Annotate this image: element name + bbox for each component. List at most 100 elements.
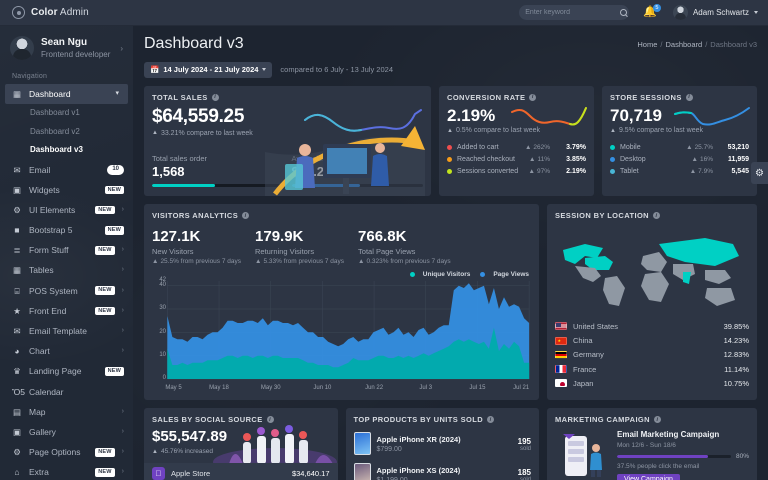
sidebar-item-label: UI Elements [29, 204, 76, 215]
arrow-up-icon: ▲ [528, 167, 535, 175]
card-title-text: TOTAL SALES [152, 92, 208, 102]
social-delta: ▲ 45.76% increased [144, 446, 338, 455]
legend-dot [447, 144, 452, 150]
chevron-right-icon: › [121, 407, 124, 415]
product-thumbnail [353, 463, 371, 480]
arrow-up-icon: ▲ [691, 155, 698, 163]
sidebar-item-tables[interactable]: ▦ Tables › [0, 260, 133, 280]
sidebar-subitem-dashboard-v1[interactable]: Dashboard v1 [30, 108, 80, 118]
sidebar-item-map[interactable]: ▤ Map › [0, 402, 133, 422]
sessions-sparkline [674, 106, 750, 126]
chevron-right-icon: › [121, 246, 124, 254]
page-options-icon: ⚙ [13, 447, 21, 458]
sidebar-item-chart[interactable]: ◕ Chart › [0, 341, 133, 361]
info-icon[interactable]: i [653, 212, 661, 220]
sidebar-item-gallery[interactable]: ▣ Gallery › [0, 422, 133, 442]
info-icon[interactable]: i [487, 416, 495, 424]
user-menu[interactable]: Adam Schwartz [672, 5, 758, 20]
location-value: 39.85% [723, 321, 749, 331]
total-sales-avg-value: $41.2 [291, 163, 325, 179]
sidebar-item-pos-system[interactable]: ⌸ POS System NEW › [0, 281, 133, 301]
sidebar-item-label: Email Template [29, 326, 87, 337]
search-icon[interactable] [620, 9, 628, 16]
sidebar-item-label: Page Options [29, 447, 81, 458]
sidebar-item-label: Map [29, 406, 46, 417]
y-tick-label: 42 [159, 277, 166, 284]
sidebar-item-email-template[interactable]: ✉ Email Template › [0, 321, 133, 341]
product-row[interactable]: Apple iPhone XS (2024)$1,199.00 185sold [346, 459, 540, 480]
arrow-up-icon: ▲ [152, 130, 158, 137]
notification-bell[interactable]: 🔔 5 [643, 4, 661, 18]
sidebar-subitem-dashboard-v2[interactable]: Dashboard v2 [30, 126, 80, 136]
sidebar-item-email[interactable]: ✉ Email 10 [0, 160, 133, 180]
conversion-row: Reached checkout ▲ 11% 3.85% [447, 153, 586, 165]
sidebar-item-bootstrap-5[interactable]: ■ Bootstrap 5 NEW [0, 220, 133, 240]
sidebar-item-label: Dashboard [29, 89, 71, 100]
view-campaign-button[interactable]: View Campaign [617, 473, 680, 480]
legend-page-views[interactable]: Page Views [480, 271, 529, 278]
sidebar-nav-list: ▦ Dashboard ▾ Dashboard v1 Dashboard v2 Dashb… [0, 84, 133, 480]
x-tick-label: May 18 [209, 385, 229, 392]
theme-panel-toggle[interactable]: ⚙ [751, 162, 768, 184]
sidebar-profile[interactable]: Sean Ngu Frontend developer › [0, 26, 133, 68]
legend-dot [447, 156, 452, 162]
sidebar-item-dashboard[interactable]: ▦ Dashboard ▾ [5, 84, 128, 105]
sidebar-item-front-end[interactable]: ★ Front End NEW › [0, 301, 133, 321]
x-tick-label: Jul 21 [513, 385, 530, 392]
chevron-right-icon: › [121, 347, 124, 355]
legend-dot [447, 168, 452, 174]
arrow-up-icon: ▲ [152, 258, 159, 266]
nav-section-label: Navigation [12, 73, 48, 81]
info-icon[interactable]: i [266, 416, 274, 424]
legend-label: Unique Visitors [422, 271, 471, 279]
card-title-conversion: CONVERSION RATE i [439, 86, 594, 106]
total-sales-order-label: Total sales order [152, 153, 208, 163]
info-icon[interactable]: i [242, 212, 250, 220]
search-box[interactable] [519, 5, 630, 20]
legend-unique-visitors[interactable]: Unique Visitors [409, 271, 471, 279]
info-icon[interactable]: i [653, 416, 661, 424]
location-value: 14.23% [723, 336, 749, 346]
world-map[interactable] [555, 226, 749, 316]
chevron-right-icon: › [121, 205, 124, 213]
stats-row-3: SALES BY SOCIAL SOURCE i [144, 408, 757, 480]
info-icon[interactable]: i [211, 93, 219, 101]
chevron-right-icon: › [121, 326, 124, 334]
sidebar-item-ui-elements[interactable]: ⚙ UI Elements NEW › [0, 200, 133, 220]
legend-dot [610, 156, 615, 162]
new-badge: NEW [104, 367, 124, 376]
brand-logo-area[interactable]: Color Admin [0, 6, 133, 19]
sidebar-item-calendar[interactable]: Ὄ5 Calendar [0, 382, 133, 402]
breadcrumb-home[interactable]: Home [637, 40, 658, 49]
card-title-text: SALES BY SOCIAL SOURCE [152, 415, 263, 425]
legend-percent: ▲ 262% [524, 143, 550, 151]
sidebar-item-extra[interactable]: ⌂ Extra NEW › [0, 462, 133, 480]
sidebar-item-page-options[interactable]: ⚙ Page Options NEW › [0, 442, 133, 462]
card-title-campaign: MARKETING CAMPAIGN i [547, 408, 757, 428]
date-range-picker[interactable]: 📅 14 July 2024 - 21 July 2024 [144, 61, 273, 78]
chevron-down-icon [262, 68, 267, 72]
search-input[interactable] [525, 9, 617, 16]
sidebar-item-landing-page[interactable]: ♛ Landing Page NEW [0, 361, 133, 381]
product-price: $1,199.00 [377, 476, 512, 480]
product-row[interactable]: Apple iPhone XR (2024) $799.00 195 sold [346, 428, 540, 459]
card-title-text: MARKETING CAMPAIGN [555, 415, 650, 425]
social-source-item[interactable]:  Apple Store $34,640.17 [144, 463, 338, 480]
arrow-up-icon: ▲ [524, 143, 532, 151]
sidebar-item-form-stuff[interactable]: ≣ Form Stuff NEW › [0, 240, 133, 260]
sidebar-item-widgets[interactable]: ▣ Widgets NEW [0, 180, 133, 200]
sidebar-item-label: Widgets [29, 184, 60, 195]
sessions-legend-list: Mobile ▲ 25.7% 53,210 Desktop ▲ 16% 11,959 Table… [602, 134, 757, 185]
page-title: Dashboard v3 [144, 35, 244, 52]
session-row: Tablet ▲ 7.9% 5,545 [610, 165, 749, 177]
breadcrumb-dashboard[interactable]: Dashboard [665, 40, 703, 49]
arrow-up-icon: ▲ [358, 258, 365, 266]
breadcrumb-current: Dashboard v3 [710, 40, 757, 49]
location-name: Germany [573, 350, 604, 360]
info-icon[interactable]: i [685, 93, 693, 101]
product-info: Apple iPhone XR (2024) $799.00 [377, 434, 512, 454]
card-sales-social-source: SALES BY SOCIAL SOURCE i [144, 408, 338, 480]
chevron-right-icon: › [121, 306, 124, 314]
sidebar-subitem-dashboard-v3[interactable]: Dashboard v3 [30, 145, 83, 155]
info-icon[interactable]: i [529, 93, 537, 101]
